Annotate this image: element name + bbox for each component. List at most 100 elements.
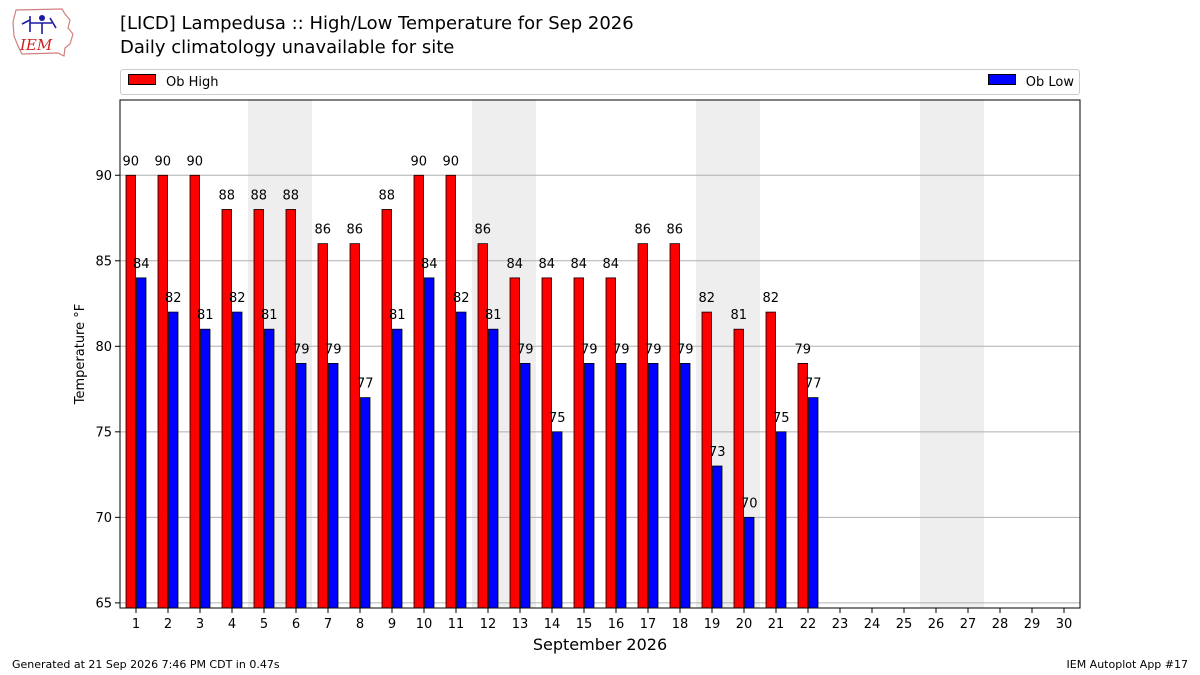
x-tick-label: 25 [896, 617, 913, 632]
app-footer: IEM Autoplot App #17 [1066, 658, 1189, 671]
low-temp-label: 79 [581, 342, 598, 357]
high-temp-bar [701, 311, 712, 609]
high-temp-label: 86 [666, 223, 683, 238]
high-temp-label: 88 [282, 188, 299, 203]
low-temp-bar [392, 328, 403, 609]
high-temp-label: 82 [698, 291, 715, 306]
low-temp-bar [264, 328, 275, 609]
high-temp-label: 84 [538, 257, 555, 272]
high-temp-bar [765, 311, 776, 609]
high-temp-label: 88 [250, 188, 267, 203]
weekend-band [920, 100, 984, 608]
high-temp-bar [125, 174, 136, 609]
high-temp-bar [509, 277, 520, 609]
low-temp-bar [168, 311, 179, 609]
low-temp-label: 82 [229, 291, 246, 306]
low-temp-bar [424, 277, 435, 609]
low-temp-label: 79 [677, 342, 694, 357]
high-temp-bar [221, 209, 232, 609]
x-tick-label: 2 [164, 617, 172, 632]
plot-frame [119, 99, 1081, 609]
high-temp-bar [797, 363, 808, 609]
x-tick-label: 27 [960, 617, 977, 632]
high-temp-bar [413, 174, 424, 609]
high-temp-label: 79 [794, 342, 811, 357]
high-temp-bar [253, 209, 264, 609]
x-tick-label: 1 [132, 617, 140, 632]
high-temp-label: 90 [154, 154, 171, 169]
low-temp-label: 70 [741, 496, 758, 511]
high-temp-bar [541, 277, 552, 609]
high-temp-label: 88 [378, 188, 395, 203]
high-temp-label: 86 [346, 223, 363, 238]
x-tick-label: 30 [1056, 617, 1073, 632]
high-temp-bar [605, 277, 616, 609]
x-tick-label: 17 [640, 617, 657, 632]
x-tick-label: 20 [736, 617, 753, 632]
x-tick-label: 28 [992, 617, 1009, 632]
high-temp-bar [285, 209, 296, 609]
high-temp-label: 82 [762, 291, 779, 306]
iem-logo: IEM [12, 8, 74, 57]
low-temp-bar [648, 363, 659, 609]
high-temp-bar [189, 174, 200, 609]
low-temp-bar [808, 397, 819, 609]
low-temp-bar [200, 328, 211, 609]
x-tick-label: 19 [704, 617, 721, 632]
low-temp-label: 79 [645, 342, 662, 357]
high-temp-label: 81 [730, 308, 747, 323]
x-tick-label: 24 [864, 617, 881, 632]
low-temp-bar [584, 363, 595, 609]
high-temp-label: 86 [474, 223, 491, 238]
high-temp-bar [317, 243, 328, 609]
high-temp-label: 84 [602, 257, 619, 272]
low-temp-label: 75 [549, 411, 566, 426]
chart-title: [LICD] Lampedusa :: High/Low Temperature… [120, 12, 634, 60]
low-temp-label: 77 [357, 377, 374, 392]
x-tick-label: 8 [356, 617, 364, 632]
low-temp-label: 81 [485, 308, 502, 323]
low-temp-label: 75 [773, 411, 790, 426]
high-temp-bar [157, 174, 168, 609]
x-tick-label: 13 [512, 617, 529, 632]
low-temp-label: 82 [165, 291, 182, 306]
x-tick-label: 26 [928, 617, 945, 632]
x-tick-label: 16 [608, 617, 625, 632]
high-temp-label: 90 [442, 154, 459, 169]
low-temp-bar [136, 277, 147, 609]
x-tick-label: 18 [672, 617, 689, 632]
y-tick-label: 70 [95, 511, 112, 526]
x-tick-label: 12 [480, 617, 497, 632]
y-tick-label: 75 [95, 425, 112, 440]
high-temp-label: 84 [570, 257, 587, 272]
x-tick-label: 21 [768, 617, 785, 632]
low-temp-bar [456, 311, 467, 609]
low-temp-bar [488, 328, 499, 609]
x-axis-label: September 2026 [533, 635, 667, 654]
low-temp-label: 73 [709, 445, 726, 460]
x-tick-label: 5 [260, 617, 268, 632]
high-temp-label: 90 [186, 154, 203, 169]
chart-subtitle: Daily climatology unavailable for site [120, 37, 455, 58]
legend-swatch-low [987, 74, 1016, 85]
low-temp-bar [616, 363, 627, 609]
svg-text:IEM: IEM [19, 36, 53, 54]
x-tick-label: 6 [292, 617, 300, 632]
x-tick-label: 9 [388, 617, 396, 632]
high-temp-label: 84 [506, 257, 523, 272]
y-tick-label: 80 [95, 340, 112, 355]
high-temp-bar [637, 243, 648, 609]
low-temp-bar [552, 431, 563, 609]
low-temp-label: 77 [805, 377, 822, 392]
low-temp-bar [360, 397, 371, 609]
y-tick-label: 65 [95, 596, 112, 611]
low-temp-label: 79 [293, 342, 310, 357]
low-temp-label: 84 [421, 257, 438, 272]
x-tick-label: 7 [324, 617, 332, 632]
x-tick-label: 4 [228, 617, 236, 632]
low-temp-bar [520, 363, 531, 609]
low-temp-bar [712, 465, 723, 609]
x-tick-label: 15 [576, 617, 593, 632]
legend-item-low: Ob Low [987, 74, 1074, 91]
